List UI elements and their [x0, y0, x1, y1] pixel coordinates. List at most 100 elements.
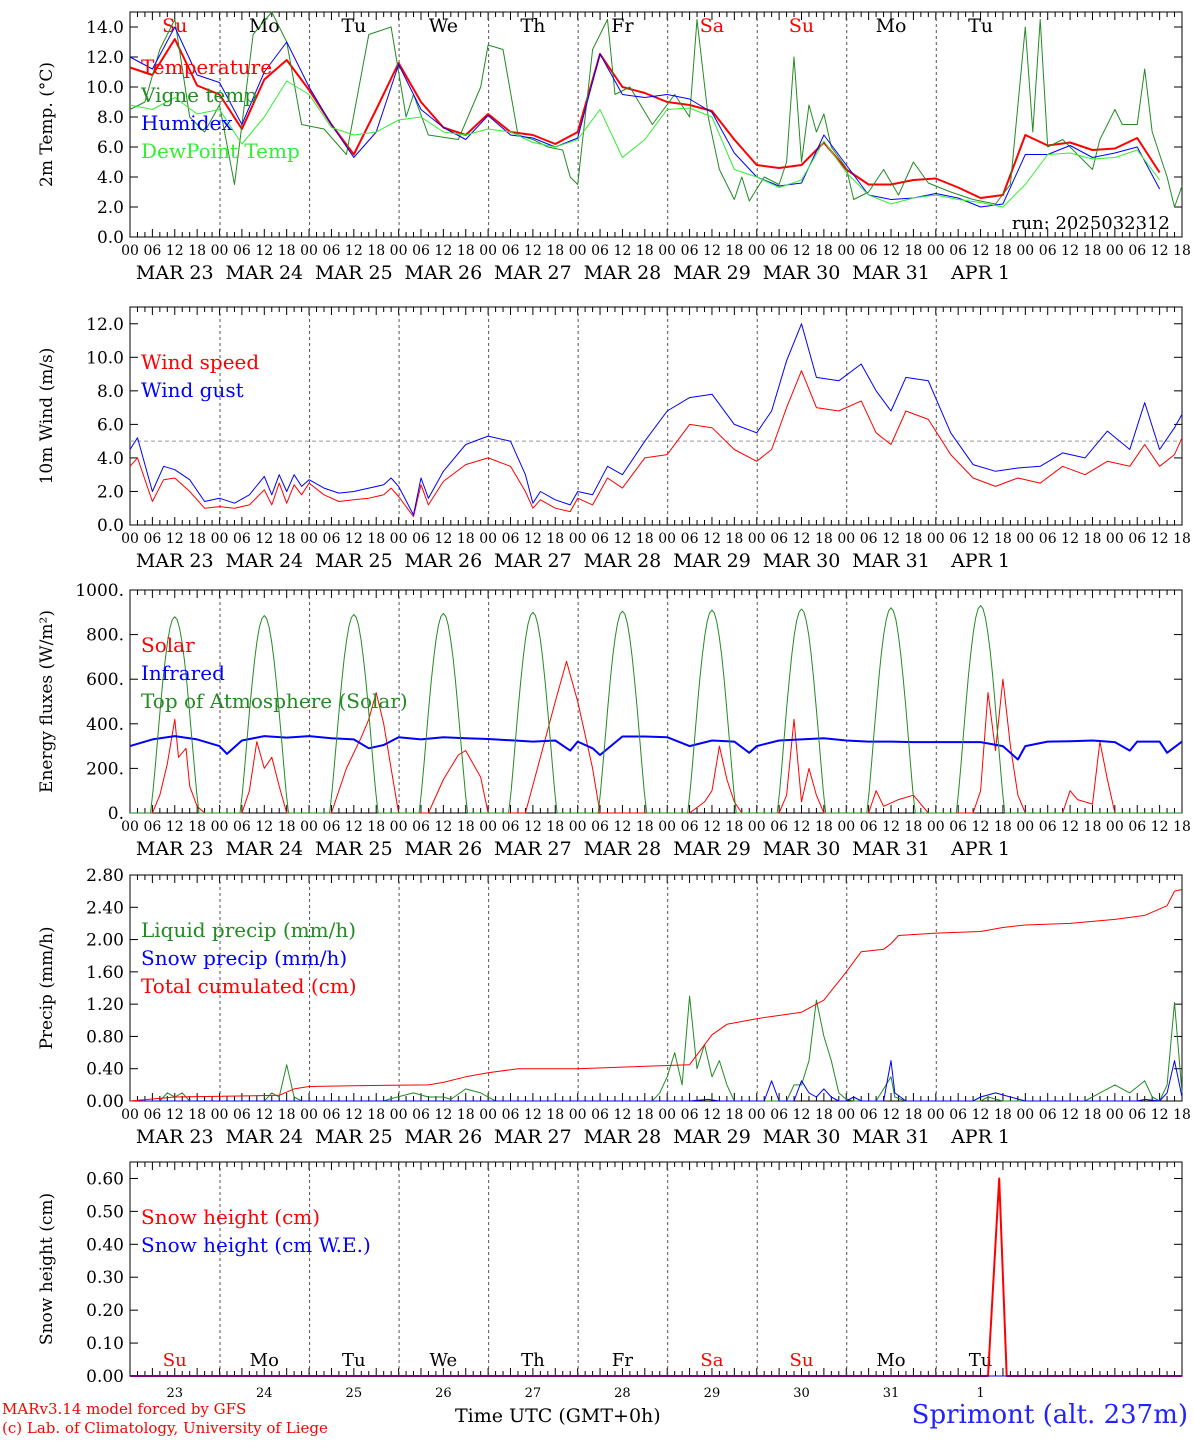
y-tick-label: 800. — [86, 626, 124, 646]
day-name-label: Su — [163, 1350, 187, 1371]
day-name-label: Th — [520, 15, 545, 37]
day-name-label: We — [429, 15, 458, 37]
date-label: MAR 26 — [405, 838, 483, 860]
hour-tick-label: 18 — [457, 1107, 475, 1123]
hour-tick-label: 06 — [591, 243, 609, 259]
hour-tick-label: 18 — [457, 243, 475, 259]
hour-tick-label: 12 — [255, 1107, 273, 1123]
date-label: MAR 29 — [673, 550, 751, 572]
lab-credit: (c) Lab. of Climatology, University of L… — [2, 1419, 328, 1437]
hour-tick-label: 12 — [1061, 531, 1079, 547]
date-label: MAR 26 — [405, 550, 483, 572]
hour-tick-label: 12 — [166, 243, 184, 259]
day-number-label: 25 — [346, 1386, 363, 1401]
date-label: APR 1 — [950, 1126, 1010, 1148]
hour-tick-label: 00 — [390, 243, 408, 259]
legend-entry: Humidex — [141, 111, 233, 135]
hour-tick-label: 00 — [658, 531, 676, 547]
legend-entry: Vigne temp — [140, 83, 257, 107]
hour-tick-label: 00 — [569, 531, 587, 547]
legend-entry: Wind gust — [141, 378, 244, 402]
hour-tick-label: 12 — [793, 243, 811, 259]
hour-tick-label: 00 — [748, 243, 766, 259]
date-label: MAR 27 — [494, 262, 572, 284]
date-label: MAR 26 — [405, 262, 483, 284]
hour-tick-label: 00 — [1016, 819, 1034, 835]
hour-tick-label: 06 — [412, 243, 430, 259]
y-tick-label: 6.0 — [97, 415, 124, 435]
hour-tick-label: 00 — [479, 531, 497, 547]
hour-tick-label: 18 — [278, 531, 296, 547]
hour-tick-label: 12 — [882, 819, 900, 835]
hour-tick-label: 06 — [323, 819, 341, 835]
date-label: MAR 29 — [673, 1126, 751, 1148]
day-name-label: We — [430, 1350, 458, 1371]
hour-tick-label: 00 — [1106, 531, 1124, 547]
hour-tick-label: 18 — [1173, 819, 1191, 835]
hour-tick-label: 00 — [1016, 243, 1034, 259]
day-number-label: 31 — [883, 1386, 900, 1401]
day-number-label: 23 — [166, 1386, 183, 1401]
hour-tick-label: 12 — [703, 819, 721, 835]
y-tick-label: 2.0 — [97, 198, 124, 218]
hour-tick-label: 12 — [434, 531, 452, 547]
hour-tick-label: 12 — [793, 819, 811, 835]
hour-tick-label: 00 — [927, 819, 945, 835]
date-label: MAR 27 — [494, 550, 572, 572]
hour-tick-label: 00 — [569, 819, 587, 835]
hour-tick-label: 00 — [121, 1107, 139, 1123]
hour-tick-label: 00 — [121, 819, 139, 835]
hour-tick-label: 12 — [1061, 1107, 1079, 1123]
station-name: Sprimont (alt. 237m) — [911, 1400, 1188, 1430]
hour-tick-label: 06 — [860, 243, 878, 259]
hour-tick-label: 12 — [793, 1107, 811, 1123]
hour-tick-label: 18 — [278, 1107, 296, 1123]
legend-entry: DewPoint Temp — [141, 139, 300, 163]
date-label: MAR 31 — [852, 262, 930, 284]
hour-tick-label: 18 — [367, 1107, 385, 1123]
y-tick-label: 14.0 — [86, 18, 124, 38]
hour-tick-label: 00 — [1016, 531, 1034, 547]
y-axis-label: 2m Temp. (°C) — [37, 62, 57, 187]
hour-tick-label: 12 — [614, 819, 632, 835]
hour-tick-label: 06 — [681, 1107, 699, 1123]
hour-tick-label: 06 — [860, 819, 878, 835]
hour-tick-label: 12 — [614, 243, 632, 259]
date-label: MAR 28 — [584, 1126, 662, 1148]
hour-tick-label: 12 — [972, 531, 990, 547]
y-tick-label: 8.0 — [97, 382, 124, 402]
hour-tick-label: 18 — [994, 1107, 1012, 1123]
y-tick-label: 0.60 — [86, 1169, 124, 1189]
hour-tick-label: 00 — [390, 1107, 408, 1123]
hour-tick-label: 18 — [994, 531, 1012, 547]
hour-tick-label: 06 — [323, 243, 341, 259]
day-name-label: Fr — [611, 15, 634, 37]
day-name-label: Tu — [342, 1350, 366, 1371]
hour-tick-label: 00 — [1106, 243, 1124, 259]
date-label: MAR 25 — [315, 838, 393, 860]
hour-tick-label: 06 — [502, 819, 520, 835]
date-label: MAR 27 — [494, 1126, 572, 1148]
date-label: MAR 30 — [763, 838, 841, 860]
y-tick-label: 600. — [86, 670, 124, 690]
day-number-label: 28 — [614, 1386, 631, 1401]
hour-tick-label: 12 — [524, 531, 542, 547]
hour-tick-label: 06 — [770, 1107, 788, 1123]
hour-tick-label: 18 — [994, 243, 1012, 259]
series-line — [129, 26, 1161, 208]
hour-tick-label: 00 — [927, 243, 945, 259]
hour-tick-label: 12 — [166, 531, 184, 547]
hour-tick-label: 12 — [1151, 243, 1169, 259]
y-tick-label: 0. — [108, 804, 124, 824]
date-label: MAR 23 — [136, 1126, 214, 1148]
y-axis-label: Precip (mm/h) — [37, 926, 57, 1049]
date-label: MAR 26 — [405, 1126, 483, 1148]
hour-tick-label: 00 — [390, 819, 408, 835]
hour-tick-label: 18 — [636, 819, 654, 835]
series-line — [129, 80, 1161, 208]
hour-tick-label: 06 — [143, 1107, 161, 1123]
hour-tick-label: 06 — [949, 243, 967, 259]
hour-tick-label: 18 — [1084, 243, 1102, 259]
y-axis-label: 10m Wind (m/s) — [37, 348, 57, 485]
hour-tick-label: 18 — [546, 819, 564, 835]
